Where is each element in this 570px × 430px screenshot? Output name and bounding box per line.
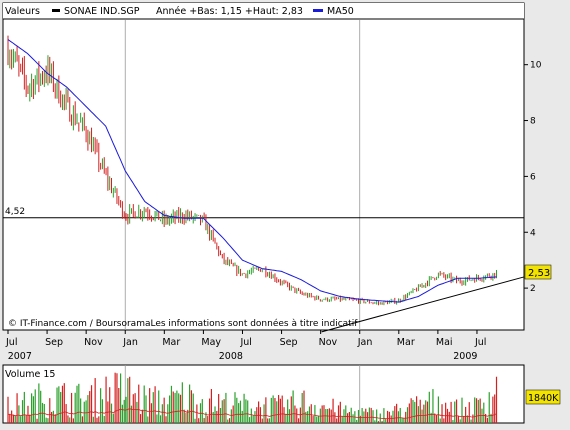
x-tick-label: Jul: [239, 337, 251, 348]
ticker-swatch: [52, 9, 60, 12]
last-price-badge: 2,53: [524, 264, 552, 280]
legend: Valeurs SONAE IND.SGP Année +Bas: 1,15 +…: [3, 3, 524, 20]
y-tick-label: 10: [530, 61, 542, 71]
trendline: [321, 276, 525, 333]
y-tick-label: 8: [530, 117, 536, 127]
volume-grid: [124, 365, 361, 423]
x-tick-label: Mai: [436, 337, 453, 348]
y-tick-label: 2: [530, 284, 536, 294]
y-tick-label: 4: [530, 228, 536, 238]
reference-line-label: 4,52: [5, 207, 25, 217]
x-tick-label: Jul: [5, 337, 17, 348]
y-tick-label: 6: [530, 172, 536, 182]
legend-ma50: MA50: [327, 6, 354, 17]
legend-ticker: SONAE IND.SGP: [64, 6, 140, 17]
volume-last-badge: 1840K: [525, 389, 561, 405]
volume-ma-line: [7, 408, 497, 420]
price-y-axis: 2 4 6 8 10: [524, 61, 542, 294]
copyright-footer: © IT-Finance.com / BoursoramaLes informa…: [8, 318, 358, 329]
x-tick-label: Mar: [397, 337, 415, 348]
x-tick-label: Jan: [357, 337, 373, 348]
last-price-label: 2,53: [528, 268, 550, 279]
last-price-box: [524, 264, 552, 280]
year-label: 2008: [219, 351, 243, 362]
candlesticks: [7, 35, 498, 306]
ma50-swatch: [313, 9, 323, 12]
volume-last-box: [525, 389, 561, 405]
x-tick-label: Jul: [474, 337, 486, 348]
x-tick-label: Jan: [122, 337, 138, 348]
x-tick-label: May: [201, 337, 221, 348]
ma50-line: [7, 39, 497, 303]
legend-range: Année +Bas: 1,15 +Haut: 2,83: [156, 6, 303, 17]
volume-bars: [7, 372, 498, 423]
year-label: 2009: [453, 351, 477, 362]
year-label: 2007: [8, 351, 32, 362]
volume-last-label: 1840K: [528, 393, 559, 404]
price-panel: [2, 2, 525, 331]
x-axis: Jul Sep Nov Jan Mar May Jul Sep Nov Jan Mar Mai Jul 2…: [5, 330, 486, 362]
price-grid: [124, 20, 361, 330]
x-tick-label: Sep: [280, 337, 298, 348]
x-tick-label: Sep: [45, 337, 63, 348]
volume-title: Volume 15: [5, 369, 55, 380]
x-tick-label: Nov: [319, 337, 338, 348]
x-tick-label: Nov: [84, 337, 103, 348]
x-tick-label: Mar: [162, 337, 180, 348]
legend-label: Valeurs: [5, 6, 40, 17]
legend-background: [3, 3, 524, 19]
